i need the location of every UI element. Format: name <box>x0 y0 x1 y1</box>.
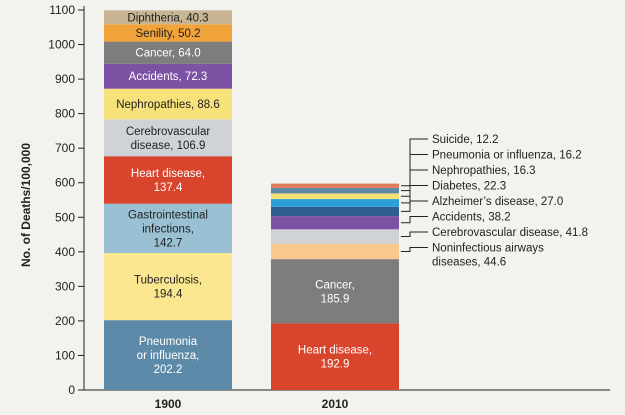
annotation-cerebrovascular-disease-label: Cerebrovascular disease, 41.8 <box>432 227 588 239</box>
bar-segment-2010-diabetes <box>271 199 399 207</box>
data-label-1900-pneumonia-or-influenza: Pneumonia or influenza, 202.2 <box>137 336 200 376</box>
x-category-label-1900: 1900 <box>155 397 182 411</box>
bar-segment-2010-alzheimer-s-disease <box>271 206 399 217</box>
bar-segment-2010-cancer <box>271 259 399 324</box>
y-tick-label: 500 <box>55 210 75 224</box>
data-label-1900-diphtheria: Diphtheria, 40.3 <box>127 12 208 24</box>
data-label-2010-cancer: Cancer, 185.9 <box>315 279 355 305</box>
annotation-suicide-label: Suicide, 12.2 <box>432 134 499 146</box>
data-label-1900-accidents: Accidents, 72.3 <box>129 71 208 83</box>
annotations: Suicide, 12.2 Pneumonia or influenza, 16.… <box>401 134 588 269</box>
annotation-accidents-leader <box>401 216 428 224</box>
y-tick-label: 300 <box>55 279 75 293</box>
y-tick-label: 900 <box>55 72 75 86</box>
data-label-1900-gastrointestinal-infections: Gastrointestinal infections, 142.7 <box>128 209 208 249</box>
y-axis-label: No. of Deaths/100,000 <box>19 143 33 267</box>
annotation-alzheimer-s-disease-label: Alzheimer’s disease, 27.0 <box>432 196 563 208</box>
bar-segment-2010-pneumonia-or-influenza <box>271 187 399 194</box>
y-tick-label: 800 <box>55 107 75 121</box>
annotation-noninfectious-airways-diseases-leader <box>401 247 428 252</box>
y-tick-label: 600 <box>55 176 75 190</box>
annotation-diabetes-label: Diabetes, 22.3 <box>432 181 506 193</box>
bar-segment-1900-senility <box>104 24 232 42</box>
bar-segment-1900-cancer <box>104 41 232 64</box>
x-category-label-2010: 2010 <box>322 397 349 411</box>
annotation-noninfectious-airways-diseases-label: Noninfectious airways diseases, 44.6 <box>432 243 544 269</box>
data-label-1900-senility: Senility, 50.2 <box>136 28 201 40</box>
bar-segment-1900-cerebrovascular-disease <box>104 119 232 157</box>
y-tick-label: 400 <box>55 245 75 259</box>
annotation-pneumonia-or-influenza-label: Pneumonia or influenza, 16.2 <box>432 150 582 162</box>
annotation-accidents-label: Accidents, 38.2 <box>432 212 511 224</box>
bar-segment-1900-accidents <box>104 63 232 89</box>
bar-segment-2010-suicide <box>271 183 399 188</box>
bars: Pneumonia or influenza, 202.2 Tuberculosis,… <box>104 10 399 411</box>
data-label-1900-tuberculosis: Tuberculosis, 194.4 <box>134 275 202 301</box>
data-label-1900-nephropathies: Nephropathies, 88.6 <box>116 99 220 111</box>
y-tick-label: 1100 <box>49 3 75 17</box>
bar-segment-1900-heart-disease <box>104 156 232 204</box>
annotation-cerebrovascular-disease-leader <box>401 231 428 238</box>
bar-segment-2010-cerebrovascular-disease <box>271 229 399 244</box>
data-label-1900-cancer: Cancer, 64.0 <box>135 48 200 60</box>
bar-segment-2010-nephropathies <box>271 193 399 200</box>
bar-segment-1900-gastrointestinal-infections <box>104 203 232 253</box>
y-axis: 0 100 200 300 400 500 600 700 800 900 1000 1100 <box>48 3 610 397</box>
annotation-diabetes-leader <box>401 185 428 204</box>
y-tick-label: 700 <box>55 141 75 155</box>
y-tick-label: 200 <box>55 314 75 328</box>
y-tick-label: 1000 <box>48 38 75 52</box>
data-label-1900-heart-disease: Heart disease, 137.4 <box>131 168 205 194</box>
annotation-nephropathies-leader <box>401 169 428 197</box>
y-tick-label: 100 <box>55 348 75 362</box>
bar-segment-1900-pneumonia-or-influenza <box>104 320 232 390</box>
bar-segment-2010-accidents <box>271 216 399 230</box>
bar-segment-2010-noninfectious-airways-diseases <box>271 243 399 260</box>
annotation-nephropathies-label: Nephropathies, 16.3 <box>432 165 536 177</box>
bar-segment-1900-tuberculosis <box>104 252 232 321</box>
bar-segment-2010-heart-disease <box>271 323 399 390</box>
data-label-1900-cerebrovascular-disease: Cerebrovascular disease, 106.9 <box>126 126 211 152</box>
data-label-2010-heart-disease: Heart disease, 192.9 <box>298 345 372 371</box>
y-tick-label: 0 <box>68 383 75 397</box>
annotation-suicide-leader <box>401 138 428 187</box>
bar-segment-1900-diphtheria <box>104 10 232 25</box>
annotation-alzheimer-s-disease-leader <box>401 200 428 212</box>
bar-segment-1900-nephropathies <box>104 88 232 120</box>
